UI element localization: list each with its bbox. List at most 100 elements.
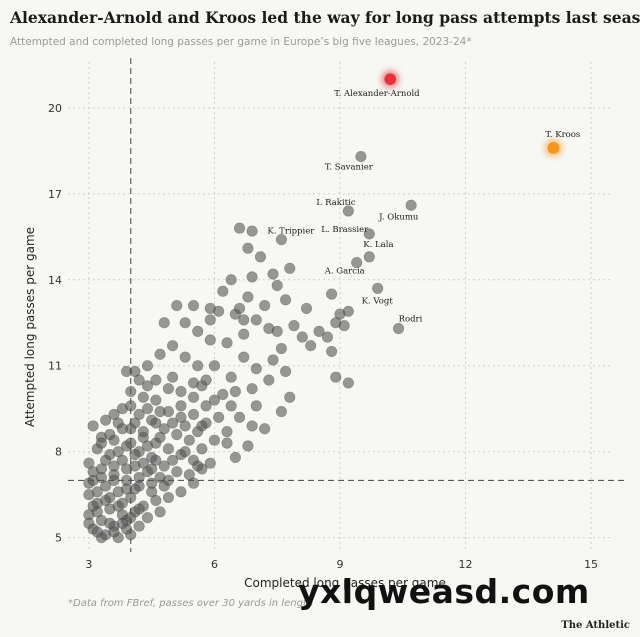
data-point — [342, 205, 354, 217]
data-point — [259, 299, 271, 312]
data-point — [175, 486, 187, 498]
data-point — [133, 374, 145, 386]
data-point — [100, 454, 112, 466]
data-point — [242, 242, 254, 254]
data-point — [250, 400, 262, 412]
data-point — [158, 423, 170, 435]
data-point — [242, 440, 254, 452]
data-point — [280, 294, 292, 306]
data-point — [321, 331, 334, 343]
data-point — [83, 457, 95, 469]
data-point — [192, 360, 204, 372]
data-point — [91, 486, 103, 498]
data-point — [137, 426, 149, 438]
data-point — [242, 291, 254, 303]
data-point — [150, 394, 162, 406]
data-point — [141, 380, 154, 392]
data-point — [183, 434, 195, 446]
data-point — [112, 500, 124, 512]
data-point — [154, 506, 166, 518]
data-point — [208, 394, 221, 406]
data-point — [150, 417, 162, 429]
data-point — [158, 460, 170, 472]
x-tick-label: 12 — [459, 558, 473, 571]
point-label: T. Kroos — [545, 130, 580, 140]
data-point — [363, 251, 375, 263]
data-point — [154, 405, 166, 418]
data-point — [125, 385, 137, 398]
y-tick-label: 5 — [55, 532, 62, 545]
data-point — [112, 446, 124, 458]
data-point — [250, 314, 262, 326]
brand-logo: The Athletic — [561, 620, 630, 631]
data-point — [183, 469, 195, 481]
y-tick-label: 14 — [48, 274, 62, 287]
data-point — [221, 426, 233, 438]
data-point — [246, 225, 258, 237]
data-point — [275, 234, 288, 246]
data-point — [288, 320, 300, 332]
data-point — [229, 385, 241, 398]
data-point — [162, 383, 175, 395]
data-point — [280, 365, 292, 378]
data-point — [100, 414, 112, 426]
data-point — [267, 354, 279, 366]
data-point — [116, 517, 128, 529]
data-point — [296, 331, 308, 343]
data-point — [146, 463, 158, 475]
data-point — [187, 391, 200, 403]
data-point — [175, 411, 187, 423]
data-point — [125, 512, 137, 524]
data-point — [213, 411, 225, 423]
data-point — [313, 325, 325, 337]
data-point — [129, 448, 141, 461]
data-point — [171, 428, 183, 441]
data-point — [120, 463, 133, 475]
data-point — [108, 408, 120, 421]
chart-title: Alexander-Arnold and Kroos led the way f… — [10, 8, 640, 27]
data-point — [141, 512, 154, 524]
data-point — [167, 340, 179, 352]
data-point — [87, 420, 99, 432]
data-point — [179, 420, 191, 432]
data-point — [187, 299, 200, 312]
data-point — [342, 305, 354, 317]
data-point — [208, 360, 221, 372]
data-point — [200, 400, 212, 412]
data-point — [141, 403, 154, 415]
data-point — [104, 517, 116, 529]
data-point — [120, 365, 133, 378]
data-point — [133, 471, 145, 484]
data-point — [351, 256, 363, 269]
data-point — [238, 328, 250, 340]
data-point — [217, 388, 229, 400]
data-point — [300, 302, 313, 315]
data-point — [363, 228, 375, 240]
data-point — [171, 466, 183, 478]
data-point — [137, 391, 149, 403]
data-point — [91, 526, 103, 538]
data-point — [204, 314, 216, 326]
point-label: T. Savanier — [325, 163, 374, 173]
data-point — [179, 317, 191, 329]
x-tick-label: 9 — [337, 558, 344, 571]
data-point — [208, 434, 221, 446]
data-point — [125, 529, 137, 541]
data-point — [246, 420, 258, 432]
data-point — [284, 391, 296, 403]
data-point — [141, 360, 154, 372]
data-point — [372, 282, 384, 294]
data-point — [238, 314, 250, 326]
point-label: K. Vogt — [362, 296, 394, 306]
data-point — [238, 351, 250, 363]
data-point — [250, 363, 262, 375]
data-point — [171, 299, 183, 312]
data-point — [87, 466, 99, 478]
data-point — [284, 262, 296, 274]
data-point — [229, 451, 241, 464]
data-point — [192, 460, 204, 472]
data-point — [405, 199, 417, 211]
data-point — [233, 222, 246, 234]
data-point — [100, 480, 112, 492]
data-point — [275, 405, 288, 418]
